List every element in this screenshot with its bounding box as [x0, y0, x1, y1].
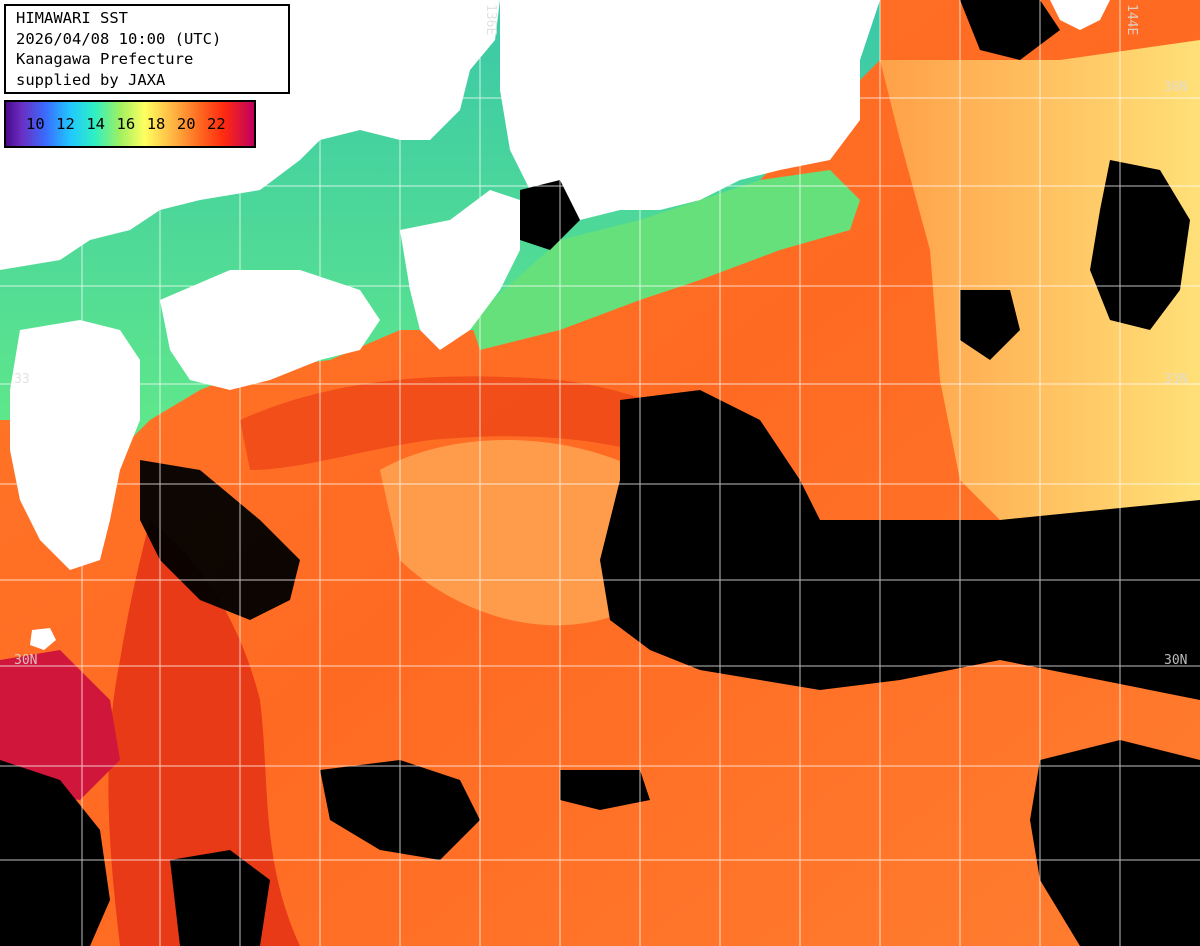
lat-label-36n: 36N [1164, 80, 1188, 95]
lat-label-30n-left: 30N [14, 653, 38, 668]
legend-tick: 20 [176, 115, 196, 133]
legend-tick: 16 [116, 115, 136, 133]
legend-tick: 18 [146, 115, 166, 133]
lon-label-144e: 144E [1124, 4, 1139, 36]
data-source: supplied by JAXA [16, 70, 166, 89]
cloud-mask-kii [520, 180, 580, 250]
cloud-mask-mid [560, 770, 650, 810]
cloud-mask-east [1090, 160, 1190, 330]
legend-tick: 12 [56, 115, 75, 133]
land-izu-boso [1050, 0, 1110, 30]
sea-warm-tongue [380, 440, 675, 626]
warm-southwest [0, 650, 120, 800]
cloud-mask-north-east [960, 0, 1060, 60]
lat-label-30n-right: 30N [1164, 653, 1188, 668]
temperature-legend: 10 12 14 16 18 20 22 [4, 100, 256, 148]
observation-time: 2026/04/08 10:00 (UTC) [16, 29, 222, 48]
land-central [500, 0, 880, 220]
land-kii-peninsula [400, 190, 520, 350]
cloud-mask-central [600, 390, 1200, 700]
lon-label-136e: 136E [483, 4, 498, 36]
lat-label-33-left: 33 [14, 372, 30, 387]
land-shikoku [160, 270, 380, 390]
legend-tick: 10 [26, 115, 45, 133]
kuroshio-current [108, 520, 300, 946]
lat-label-33n-right: 33N [1164, 372, 1188, 387]
cloud-mask-east2 [960, 290, 1020, 360]
land-kyushu [10, 320, 140, 570]
cloud-mask-southeast [1030, 740, 1200, 946]
provider-prefecture: Kanagawa Prefecture [16, 50, 194, 68]
map-info-box: HIMAWARI SST 2026/04/08 10:00 (UTC) Kana… [4, 4, 290, 94]
land-island-south [30, 628, 56, 650]
cloud-mask-sw2 [170, 850, 270, 946]
legend-tick: 22 [207, 115, 226, 133]
sea-cool-coast [470, 170, 860, 350]
legend-tick: 14 [86, 115, 106, 133]
product-title: HIMAWARI SST [16, 9, 128, 27]
